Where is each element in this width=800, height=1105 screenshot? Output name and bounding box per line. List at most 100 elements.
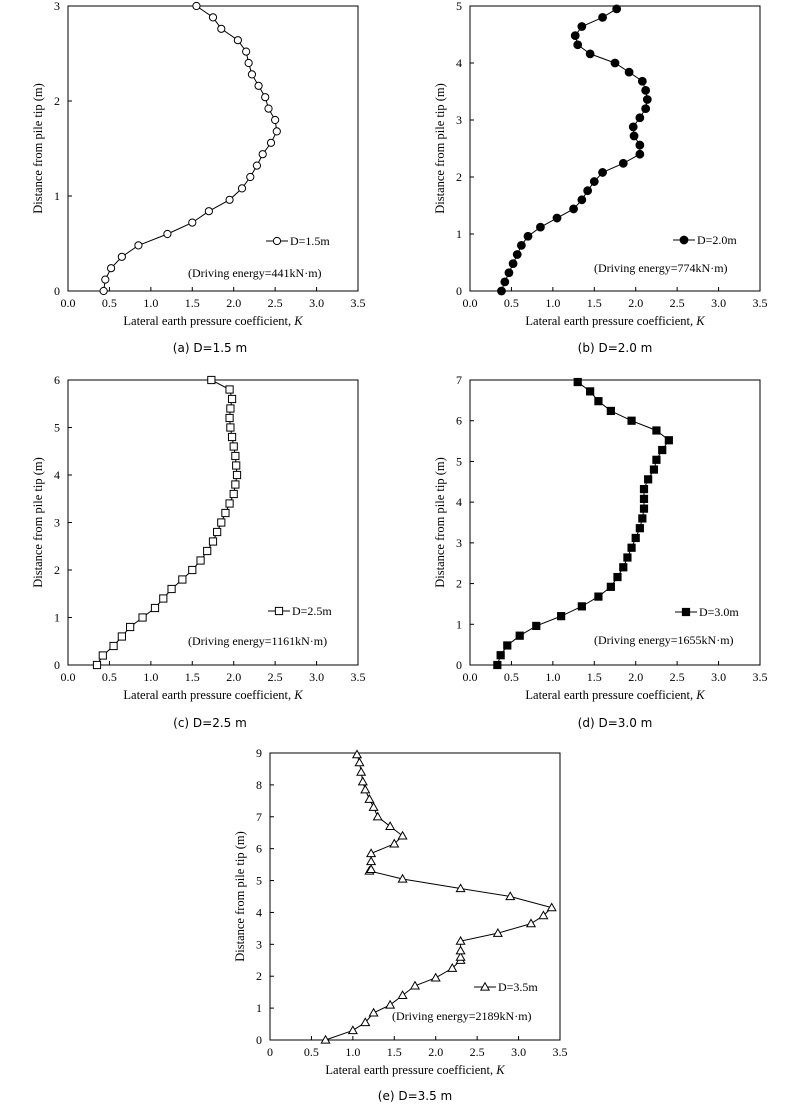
data-point	[516, 241, 526, 250]
data-point	[504, 268, 514, 278]
x-tick-label: 1.5	[587, 296, 602, 310]
data-point	[229, 442, 238, 451]
data-point	[594, 592, 603, 601]
x-tick-label: 1.5	[185, 670, 200, 684]
data-point	[577, 602, 586, 611]
y-tick-label: 7	[456, 373, 462, 387]
legend: D=2.0m	[673, 233, 737, 247]
y-tick-label: 2	[456, 577, 462, 591]
x-tick-label: 0.5	[102, 670, 117, 684]
data-point	[134, 241, 143, 250]
legend-marker	[681, 607, 691, 617]
data-point	[583, 186, 593, 196]
data-point	[557, 612, 566, 621]
driving-energy-note: (Driving energy=441kN·m)	[188, 266, 322, 280]
data-point	[512, 250, 522, 259]
panel-caption: (a) D=1.5 m	[173, 341, 247, 355]
x-tick-label: 0.5	[102, 296, 117, 310]
data-point	[138, 613, 147, 622]
x-tick-label: 1.0	[545, 296, 560, 310]
data-point	[627, 543, 636, 552]
x-tick-label: 0.5	[504, 670, 519, 684]
data-point	[106, 264, 116, 273]
data-point	[638, 514, 647, 523]
data-point	[272, 127, 281, 136]
data-point	[351, 749, 363, 759]
x-tick-label: 3.0	[309, 296, 324, 310]
y-tick-label: 8	[256, 778, 262, 792]
data-point	[109, 641, 118, 651]
y-tick-label: 0	[456, 284, 462, 298]
data-point	[635, 113, 645, 123]
x-tick-label: 2.5	[268, 670, 283, 684]
data-point	[357, 776, 368, 786]
data-point	[320, 1034, 331, 1044]
data-point	[92, 660, 102, 670]
data-point	[598, 168, 607, 177]
y-tick-label: 3	[456, 113, 462, 127]
data-point	[397, 990, 408, 1000]
x-tick-label: 3.0	[711, 670, 726, 684]
data-point	[639, 494, 649, 503]
data-point	[117, 252, 126, 261]
plot-frame	[269, 752, 561, 1041]
data-point	[639, 485, 649, 494]
data-point	[266, 138, 276, 147]
data-point	[163, 229, 172, 239]
x-tick-label: 1.5	[387, 1045, 402, 1059]
data-point	[167, 584, 176, 594]
data-point	[613, 572, 622, 582]
x-axis-label-variable: K	[495, 1063, 505, 1077]
x-tick-label: 3.0	[309, 670, 324, 684]
data-point	[385, 821, 396, 830]
x-axis-label: Lateral earth pressure coefficient, K	[123, 688, 303, 702]
x-tick-label: 2.5	[670, 296, 685, 310]
data-point	[455, 951, 466, 961]
y-axis-label: Distance from pile tip (m)	[433, 83, 447, 214]
data-point	[203, 546, 212, 556]
driving-energy-note: (Driving energy=1655kN·m)	[594, 633, 734, 647]
data-point	[366, 848, 377, 858]
y-tick-label: 2	[456, 170, 462, 184]
data-point	[639, 504, 649, 513]
data-point	[628, 122, 638, 132]
data-point	[635, 524, 644, 533]
data-point	[356, 766, 367, 776]
data-point	[188, 565, 197, 575]
data-point	[208, 537, 218, 546]
data-point	[641, 85, 651, 95]
series-line	[325, 754, 553, 1041]
data-point	[232, 470, 242, 480]
data-point	[493, 660, 502, 670]
data-point	[261, 93, 270, 102]
series-line	[496, 381, 670, 666]
data-point	[610, 58, 620, 68]
y-tick-label: 2	[54, 94, 60, 108]
y-tick-label: 6	[54, 373, 60, 387]
data-point	[227, 394, 237, 404]
data-point	[225, 195, 234, 204]
data-point	[623, 553, 632, 562]
data-point	[497, 286, 506, 296]
data-point	[585, 49, 595, 59]
data-point	[207, 375, 216, 385]
data-point	[635, 140, 645, 150]
data-point	[455, 945, 466, 955]
y-tick-label: 4	[456, 495, 462, 509]
legend-marker	[679, 235, 689, 245]
data-point	[523, 231, 533, 241]
y-tick-label: 6	[256, 842, 262, 856]
data-point	[271, 115, 280, 125]
data-point	[532, 621, 541, 631]
data-point	[368, 802, 379, 811]
driving-energy-note: (Driving energy=774kN·m)	[594, 261, 728, 275]
y-tick-label: 9	[256, 746, 262, 760]
data-point	[577, 195, 587, 205]
x-tick-label: 3.5	[753, 670, 768, 684]
data-point	[503, 641, 512, 650]
y-tick-label: 0	[256, 1033, 262, 1047]
x-axis-label-text: Lateral earth pressure coefficient,	[123, 688, 294, 702]
y-tick-label: 1	[256, 1001, 262, 1015]
data-point	[606, 406, 615, 416]
